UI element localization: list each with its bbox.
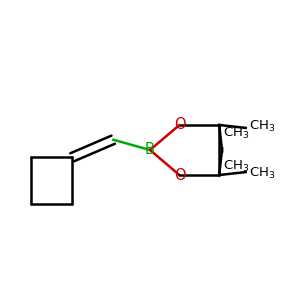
Text: CH$_3$: CH$_3$ xyxy=(223,159,249,174)
Text: CH$_3$: CH$_3$ xyxy=(223,126,249,141)
Text: O: O xyxy=(174,167,185,182)
Text: B: B xyxy=(145,142,155,158)
Text: CH$_3$: CH$_3$ xyxy=(249,119,275,134)
Text: O: O xyxy=(174,118,185,133)
Text: CH$_3$: CH$_3$ xyxy=(249,166,275,181)
